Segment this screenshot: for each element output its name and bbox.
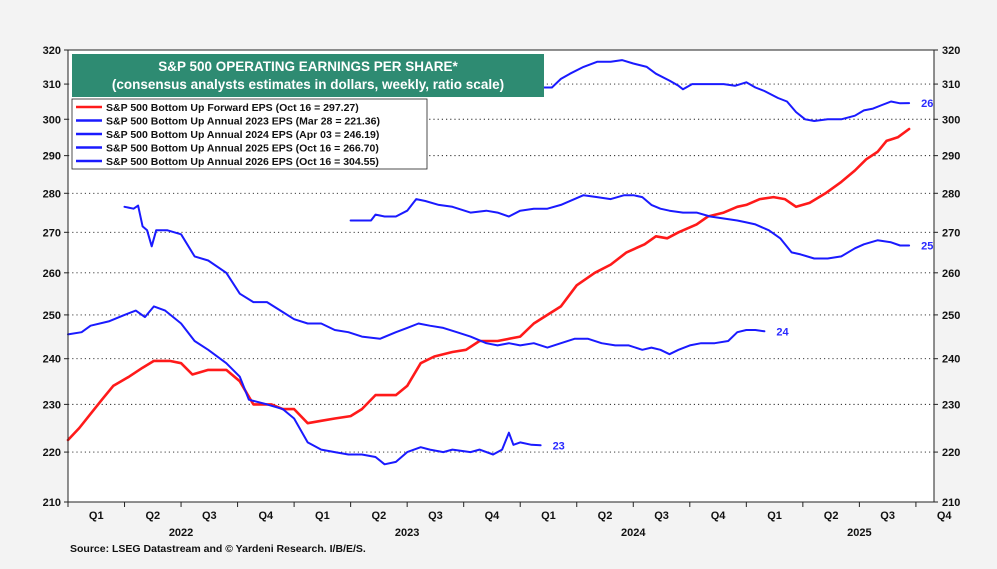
y-tick-label-right: 270 [942,227,960,239]
x-tick-label: Q4 [711,510,727,522]
x-tick-label: Q2 [145,510,160,522]
y-tick-label-left: 250 [43,310,61,322]
chart-title: S&P 500 OPERATING EARNINGS PER SHARE* [158,59,458,74]
y-tick-label-right: 210 [942,497,960,509]
plot-frame [67,49,935,503]
x-tick-label: Q4 [485,510,501,522]
y-tick-label-right: 260 [942,268,960,280]
x-year-label: 2025 [847,527,871,539]
x-tick-label: Q4 [937,510,953,522]
series-end-label: 25 [921,241,933,253]
series-end-label: 24 [776,326,789,338]
legend: S&P 500 Bottom Up Forward EPS (Oct 16 = … [71,98,428,170]
y-tick-label-right: 250 [942,310,960,322]
y-tick-label-left: 280 [43,188,61,200]
y-tick-label-left: 290 [43,151,61,163]
y-tick-label-left: 230 [43,399,61,411]
x-tick-label: Q3 [428,510,443,522]
legend-entry: S&P 500 Bottom Up Annual 2023 EPS (Mar 2… [106,115,380,127]
legend-entry: S&P 500 Bottom Up Annual 2024 EPS (Apr 0… [106,129,379,141]
x-tick-label: Q2 [598,510,613,522]
y-tick-label-left: 270 [43,227,61,239]
series-line-4 [349,194,911,260]
x-tick-label: Q1 [89,510,104,522]
y-tick-label-right: 290 [942,151,960,163]
series-line-2 [67,305,542,466]
y-tick-label-left: 260 [43,268,61,280]
series-line-5 [541,59,911,122]
x-year-label: 2024 [621,527,646,539]
y-tick-label-right: 280 [942,188,960,200]
x-tick-label: Q1 [315,510,330,522]
series-end-label: 23 [553,440,565,452]
legend-entry: S&P 500 Bottom Up Annual 2025 EPS (Oct 1… [106,142,379,154]
legend-entry: S&P 500 Bottom Up Annual 2026 EPS (Oct 1… [106,156,379,168]
x-tick-label: Q2 [372,510,387,522]
y-tick-label-right: 320 [942,45,960,57]
axis-layer: 210 210 220 220 230 230 240 240 250 250 260 260 270 2… [43,45,961,539]
x-tick-label: Q3 [654,510,669,522]
y-tick-label-left: 220 [43,447,61,459]
legend-entry: S&P 500 Bottom Up Forward EPS (Oct 16 = … [106,102,359,114]
legend-items: S&P 500 Bottom Up Forward EPS (Oct 16 = … [76,102,380,168]
title-box: S&P 500 OPERATING EARNINGS PER SHARE* (c… [72,54,544,97]
title-background [72,54,544,97]
x-tick-label: Q1 [767,510,782,522]
series-layer: 23 24 25 26 [66,59,933,466]
x-tick-label: Q2 [824,510,839,522]
x-year-label: 2023 [395,527,419,539]
y-tick-label-right: 300 [942,114,960,126]
y-tick-label-right: 310 [942,79,960,91]
x-tick-label: Q4 [259,510,275,522]
y-tick-label-left: 240 [43,354,61,366]
x-tick-label: Q3 [202,510,217,522]
y-tick-label-right: 240 [942,354,960,366]
y-tick-label-right: 220 [942,447,960,459]
y-tick-label-left: 320 [43,45,61,57]
chart-subtitle: (consensus analysts estimates in dollars… [112,77,504,92]
x-year-label: 2022 [169,527,193,539]
y-tick-label-right: 230 [942,399,960,411]
x-tick-label: Q3 [880,510,895,522]
series-line-1 [66,127,911,442]
x-tick-label: Q1 [541,510,556,522]
series-line-3 [123,204,766,356]
y-tick-label-left: 300 [43,114,61,126]
y-tick-label-left: 210 [43,497,61,509]
legend-box [71,98,428,170]
y-tick-label-left: 310 [43,79,61,91]
series-end-label: 26 [921,98,933,110]
source-note: Source: LSEG Datastream and © Yardeni Re… [70,543,366,555]
